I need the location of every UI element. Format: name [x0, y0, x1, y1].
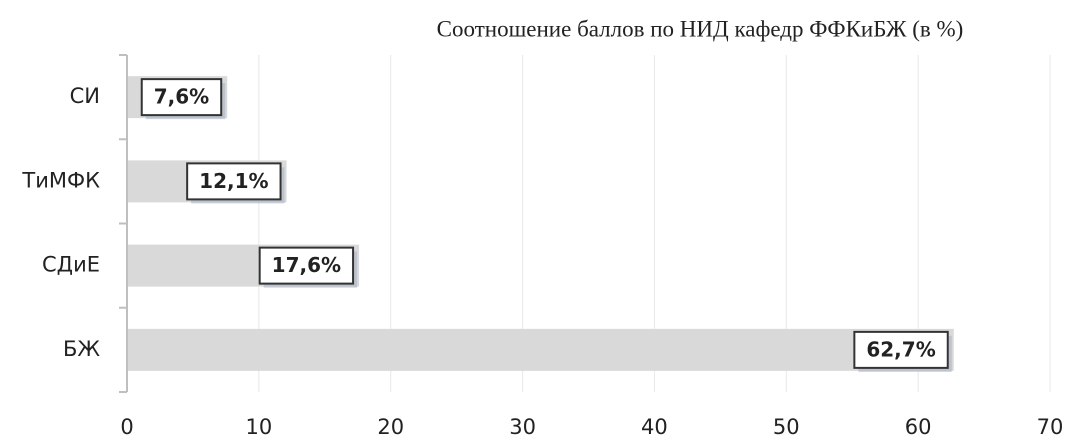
y-tick-label: БЖ — [63, 337, 100, 361]
x-tick-label: 20 — [377, 415, 404, 439]
bar — [127, 328, 954, 371]
data-label-text: 7,6% — [154, 85, 209, 109]
grid — [258, 55, 1051, 392]
x-tick-label: 70 — [1037, 415, 1064, 439]
data-label: 12,1% — [186, 162, 285, 204]
x-tick-label: 50 — [773, 415, 800, 439]
data-label-text: 12,1% — [199, 169, 268, 193]
data-label: 7,6% — [140, 78, 226, 120]
data-label: 62,7% — [853, 330, 952, 372]
label-box — [186, 162, 282, 201]
y-tick-label: СДиЕ — [42, 253, 100, 277]
chart-title: Соотношение баллов по НИД кафедр ФФКиБЖ … — [437, 16, 964, 41]
data-label: 17,6% — [258, 246, 358, 288]
data-label-text: 17,6% — [272, 253, 341, 277]
x-tick-label: 60 — [905, 415, 932, 439]
x-tick-label: 0 — [120, 415, 133, 439]
x-tick-label: 10 — [245, 415, 272, 439]
y-tick-label: ТиМФК — [21, 168, 100, 192]
bars — [127, 76, 954, 371]
label-box — [140, 78, 223, 117]
data-label-text: 62,7% — [866, 337, 935, 361]
y-tick-label: СИ — [70, 84, 100, 108]
x-tick-label: 40 — [641, 415, 668, 439]
x-tick-label: 30 — [509, 415, 536, 439]
label-box — [853, 330, 949, 369]
label-box — [258, 246, 355, 285]
